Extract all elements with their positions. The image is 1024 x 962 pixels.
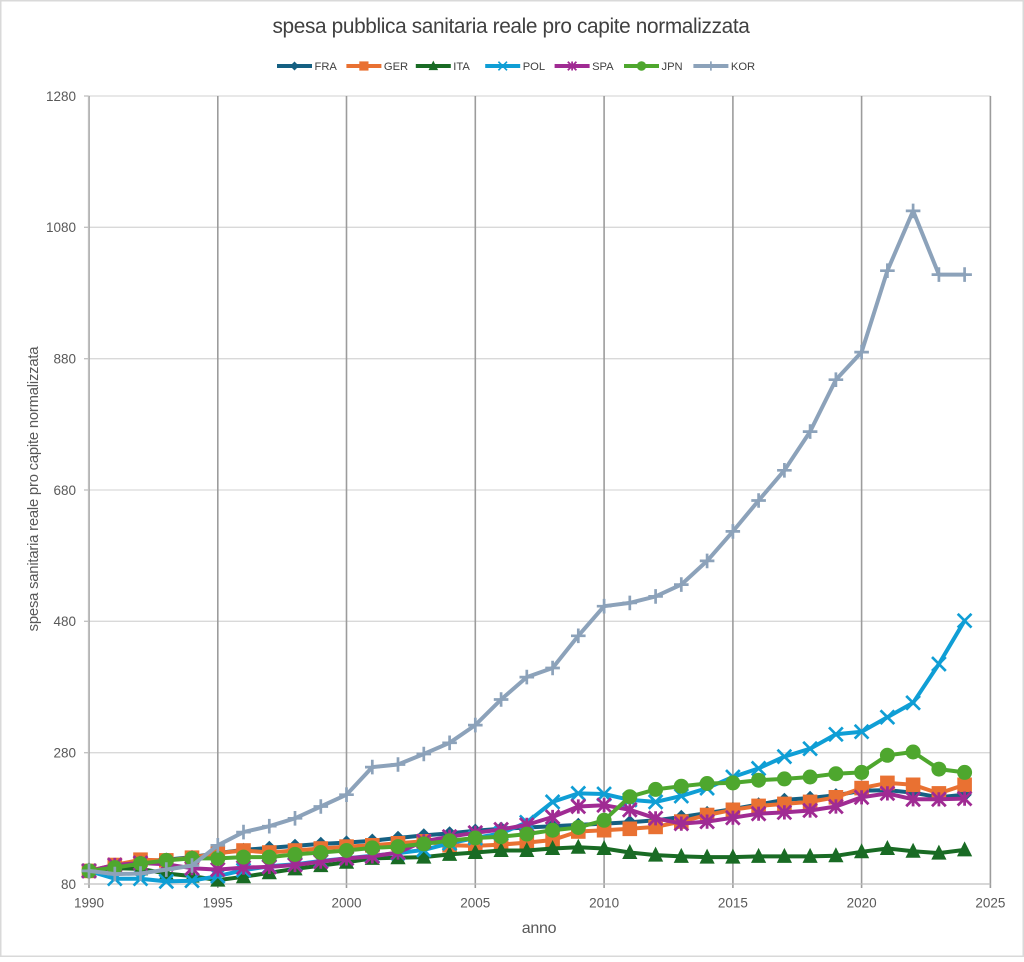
svg-text:2020: 2020 — [847, 896, 877, 911]
svg-text:spesa sanitaria reale pro capi: spesa sanitaria reale pro capite normali… — [26, 346, 42, 632]
svg-text:POL: POL — [523, 61, 545, 73]
svg-text:1280: 1280 — [46, 89, 76, 104]
svg-text:480: 480 — [53, 614, 76, 629]
svg-text:FRA: FRA — [315, 61, 338, 73]
svg-text:2010: 2010 — [589, 896, 619, 911]
svg-text:GER: GER — [384, 61, 408, 73]
svg-text:2025: 2025 — [975, 896, 1005, 911]
svg-text:1990: 1990 — [74, 896, 104, 911]
svg-text:1080: 1080 — [46, 220, 76, 235]
svg-text:80: 80 — [61, 877, 76, 892]
svg-text:280: 280 — [53, 746, 76, 761]
svg-text:JPN: JPN — [662, 61, 683, 73]
svg-text:2015: 2015 — [718, 896, 748, 911]
svg-text:880: 880 — [53, 352, 76, 367]
svg-text:KOR: KOR — [731, 61, 755, 73]
svg-text:ITA: ITA — [453, 61, 470, 73]
svg-text:680: 680 — [53, 483, 76, 498]
svg-text:SPA: SPA — [592, 61, 614, 73]
svg-text:anno: anno — [522, 920, 557, 937]
svg-text:spesa pubblica sanitaria reale: spesa pubblica sanitaria reale pro capit… — [272, 15, 750, 38]
svg-text:1995: 1995 — [203, 896, 233, 911]
svg-text:2000: 2000 — [331, 896, 361, 911]
svg-text:2005: 2005 — [460, 896, 490, 911]
